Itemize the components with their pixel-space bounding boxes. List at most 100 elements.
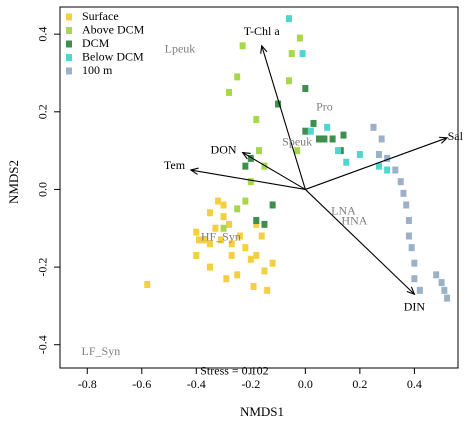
data-point	[302, 85, 309, 93]
data-point	[258, 232, 265, 240]
y-tick-label: 0.0	[36, 182, 50, 197]
data-point	[196, 236, 203, 244]
data-point	[275, 100, 282, 108]
data-point	[438, 279, 445, 287]
data-point	[285, 15, 292, 23]
data-point	[144, 281, 151, 289]
data-point	[411, 275, 418, 283]
data-point	[269, 201, 276, 209]
data-point	[220, 201, 227, 209]
x-axis-title: NMDS1	[240, 404, 284, 419]
data-point	[321, 135, 328, 143]
data-point	[242, 162, 249, 170]
taxa-label: Lpeuk	[165, 41, 196, 55]
legend-entry: Surface	[82, 9, 119, 23]
data-point	[242, 197, 249, 205]
data-point	[234, 73, 241, 81]
data-point	[193, 228, 200, 236]
data-point	[315, 135, 322, 143]
vector-line	[304, 189, 415, 295]
legend-entry: Below DCM	[82, 49, 144, 63]
data-point	[220, 213, 227, 221]
data-point	[288, 50, 295, 58]
data-point	[234, 205, 241, 213]
legend-entry: DCM	[82, 36, 110, 50]
x-tick-label: 0.2	[352, 377, 367, 391]
data-point	[234, 271, 241, 279]
taxa-label: LNA	[331, 204, 356, 218]
data-point	[239, 42, 246, 50]
vector-label: Sal	[448, 129, 464, 143]
taxa-label: LF_Syn	[82, 344, 121, 358]
x-tick-label: 0.0	[298, 377, 313, 391]
vector-line	[261, 45, 306, 190]
data-point	[370, 123, 377, 131]
vector-arrowhead	[241, 151, 251, 160]
data-point	[299, 50, 306, 58]
data-point	[220, 224, 227, 232]
data-point	[411, 259, 418, 267]
data-point	[253, 220, 260, 228]
data-point	[285, 77, 292, 85]
data-point	[324, 123, 331, 131]
data-point	[250, 282, 257, 290]
data-point	[228, 251, 235, 259]
x-tick-label: -0.6	[132, 377, 151, 391]
data-point	[242, 244, 249, 252]
vector-arrowhead	[439, 136, 449, 144]
data-point	[193, 251, 200, 259]
data-point	[403, 201, 410, 209]
data-point	[307, 127, 314, 135]
vector-arrowhead	[189, 167, 199, 175]
data-point	[343, 158, 350, 166]
data-point	[384, 166, 391, 174]
y-tick-label: 0.2	[36, 104, 50, 119]
data-point	[247, 255, 254, 263]
legend-swatch	[66, 40, 72, 48]
data-point	[223, 275, 230, 283]
stress-annotation: Stress = 0.102	[200, 364, 268, 378]
data-point	[384, 154, 391, 162]
data-point	[264, 286, 271, 294]
legend-swatch	[66, 67, 72, 75]
data-point	[441, 286, 448, 294]
data-point	[375, 151, 382, 159]
data-point	[378, 135, 385, 143]
vector-label: DON	[211, 142, 237, 156]
data-point	[201, 236, 208, 244]
data-point	[400, 189, 407, 197]
data-point	[392, 166, 399, 174]
vector-label: T-Chl a	[244, 24, 281, 38]
vector-arrowhead	[406, 286, 416, 296]
vector-label: Tem	[164, 158, 186, 172]
vector-arrowhead	[260, 44, 268, 54]
data-point	[408, 244, 415, 252]
y-tick-label: -0.4	[36, 335, 50, 354]
data-point	[375, 162, 382, 170]
data-point	[296, 34, 303, 42]
data-point	[253, 116, 260, 124]
vector-line	[190, 169, 306, 190]
legend-swatch	[66, 13, 72, 21]
data-point	[261, 267, 268, 275]
x-tick-label: -0.8	[78, 377, 97, 391]
taxa-label: HNA	[341, 213, 367, 227]
x-axis: -0.8 -0.6 -0.4 -0.2 0.0 0.2 0.4	[78, 368, 422, 391]
y-axis: -0.4 -0.2 0.0 0.2 0.4	[36, 27, 60, 354]
x-tick-label: -0.4	[187, 377, 206, 391]
data-point	[269, 259, 276, 267]
data-points	[144, 15, 451, 302]
legend-entry: Above DCM	[82, 22, 145, 36]
taxa-label: Speuk	[282, 135, 312, 149]
data-point	[405, 232, 412, 240]
vector-label: DIN	[404, 300, 426, 314]
data-point	[397, 178, 404, 186]
legend-entry: 100 m	[82, 63, 113, 77]
x-tick-label: 0.4	[407, 377, 422, 391]
data-point	[261, 220, 268, 228]
data-point	[416, 286, 423, 294]
data-point	[206, 209, 213, 217]
data-point	[433, 271, 440, 279]
data-point	[340, 131, 347, 139]
